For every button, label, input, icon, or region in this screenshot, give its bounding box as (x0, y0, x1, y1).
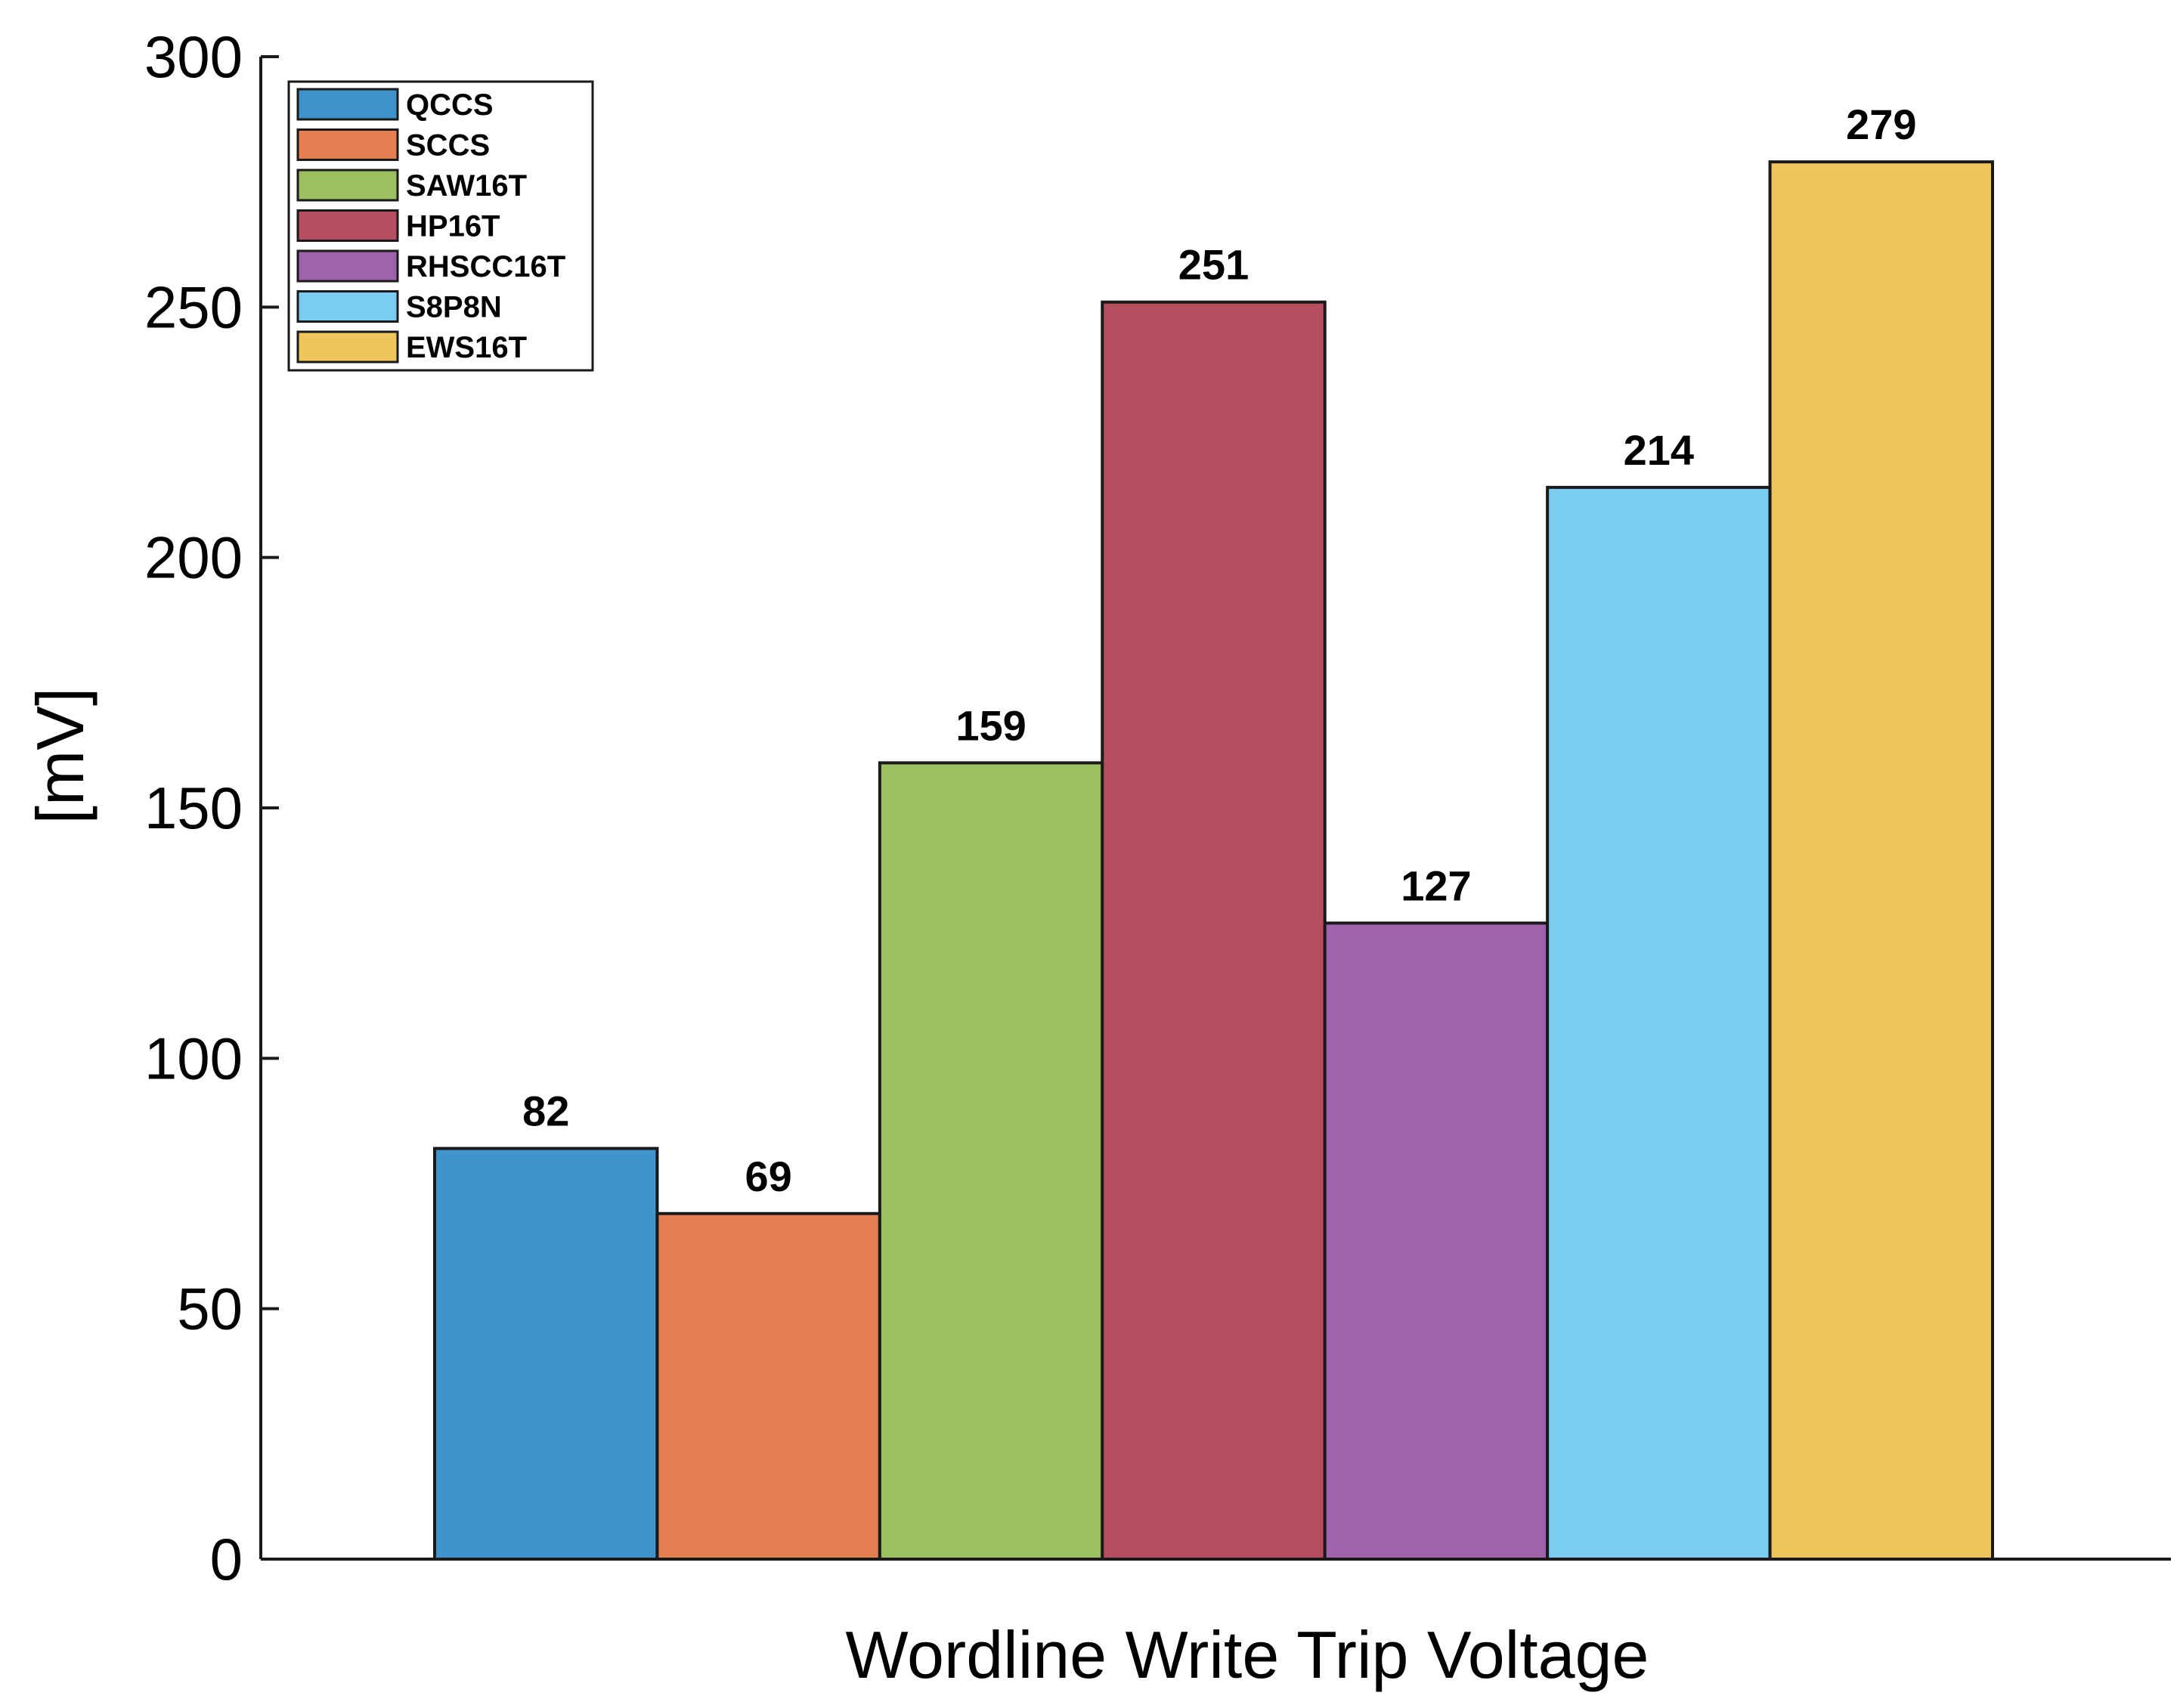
legend-label-rhscc16t: RHSCC16T (406, 250, 565, 283)
bar-rhscc16t (1323, 921, 1550, 1561)
data-label-saw16t: 159 (955, 701, 1026, 749)
data-label-qccs: 82 (522, 1088, 569, 1135)
legend-swatch-qccs (296, 88, 399, 121)
x-axis-title: Wordline Write Trip Voltage (845, 1617, 1649, 1692)
legend-swatch-saw16t (296, 169, 399, 202)
legend-label-hp16t: HP16T (406, 210, 500, 243)
data-label-hp16t: 251 (1178, 241, 1249, 289)
y-ticks-group: 0 50 100 150 200 250 300 (144, 23, 279, 1592)
data-label-rhscc16t: 127 (1401, 862, 1471, 909)
data-labels-group: 82 69 159 251 127 214 279 (522, 101, 1916, 1200)
legend-swatch-ews16t (296, 330, 399, 364)
y-tick-label: 150 (144, 775, 243, 841)
y-tick-label: 0 (210, 1526, 243, 1592)
legend-label-s8p8n: S8P8N (406, 291, 502, 324)
y-tick-label: 300 (144, 23, 243, 90)
legend-swatch-sccs (296, 128, 399, 161)
legend-label-sccs: SCCS (406, 129, 490, 162)
bars-group (433, 160, 1995, 1561)
legend-swatch-rhscc16t (296, 249, 399, 283)
bar-saw16t (878, 761, 1104, 1561)
bar-ews16t (1768, 160, 1995, 1561)
legend: QCCS SCCS SAW16T HP16T RHSCC16T S8P8N EWS16T (287, 80, 594, 372)
y-axis-title: [mV] (23, 688, 98, 825)
legend-label-ews16t: EWS16T (406, 331, 527, 364)
y-tick-label: 100 (144, 1025, 243, 1091)
y-tick-label: 50 (177, 1276, 243, 1342)
data-label-sccs: 69 (745, 1153, 791, 1200)
data-label-s8p8n: 214 (1624, 426, 1694, 474)
legend-label-saw16t: SAW16T (406, 169, 527, 203)
bar-sccs (655, 1211, 881, 1561)
bar-qccs (433, 1146, 659, 1561)
legend-swatch-hp16t (296, 209, 399, 242)
bar-hp16t (1101, 300, 1327, 1561)
y-tick-label: 200 (144, 524, 243, 591)
bar-s8p8n (1546, 485, 1772, 1561)
legend-label-qccs: QCCS (406, 88, 494, 122)
y-tick-label: 250 (144, 274, 243, 340)
data-label-ews16t: 279 (1846, 101, 1916, 148)
legend-swatch-s8p8n (296, 290, 399, 323)
